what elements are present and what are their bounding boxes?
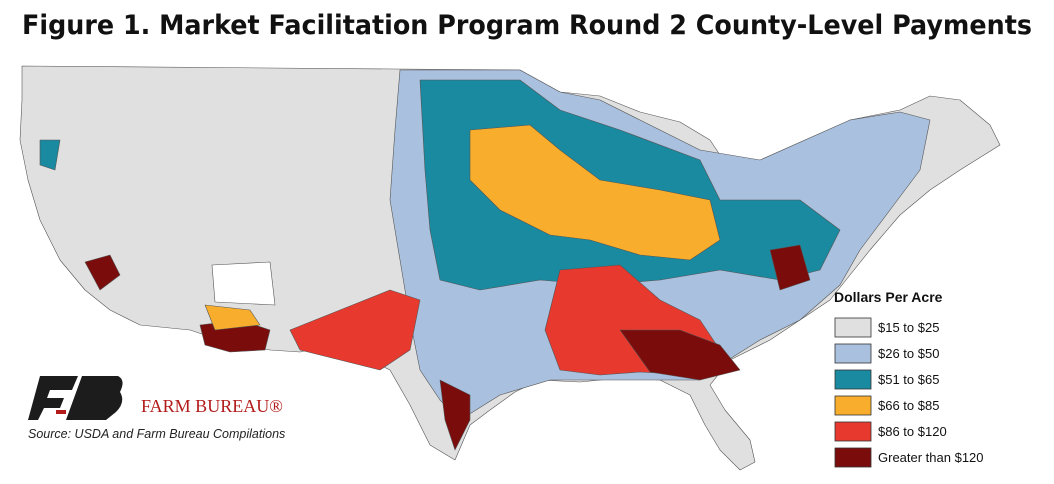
title: Figure 1. Market Facilitation Program Ro… (22, 10, 1032, 41)
region (439, 379, 471, 451)
legend-swatch (834, 395, 872, 416)
legend-swatch (834, 317, 872, 338)
logo-mark (28, 376, 78, 420)
legend-label: $26 to $50 (878, 346, 939, 361)
legend-label: $15 to $25 (878, 320, 939, 335)
logo-text: FARM BUREAU® (141, 396, 283, 416)
legend-swatch (834, 421, 872, 442)
legend-label: $51 to $65 (878, 372, 939, 387)
region (469, 124, 721, 261)
region (84, 254, 121, 291)
farm-bureau-logo: FARM BUREAU® (28, 376, 283, 420)
legend-label: $86 to $120 (878, 424, 947, 439)
region (289, 289, 421, 371)
region (619, 329, 741, 381)
region (204, 304, 261, 331)
legend-swatch (834, 369, 872, 390)
legend-label: Greater than $120 (878, 450, 984, 465)
logo-accent (56, 410, 66, 414)
region (39, 139, 61, 171)
legend-title: Dollars Per Acre (834, 289, 943, 305)
legend-label: $66 to $85 (878, 398, 939, 413)
legend-swatch (834, 343, 872, 364)
legend: Dollars Per Acre $15 to $25 $26 to $50 $51… (834, 289, 984, 468)
us-map (19, 65, 1001, 471)
logo-mark (66, 376, 123, 420)
legend-swatch (834, 447, 872, 468)
source: Source: USDA and Farm Bureau Compilation… (28, 427, 285, 441)
region (211, 261, 276, 306)
region (769, 244, 811, 291)
